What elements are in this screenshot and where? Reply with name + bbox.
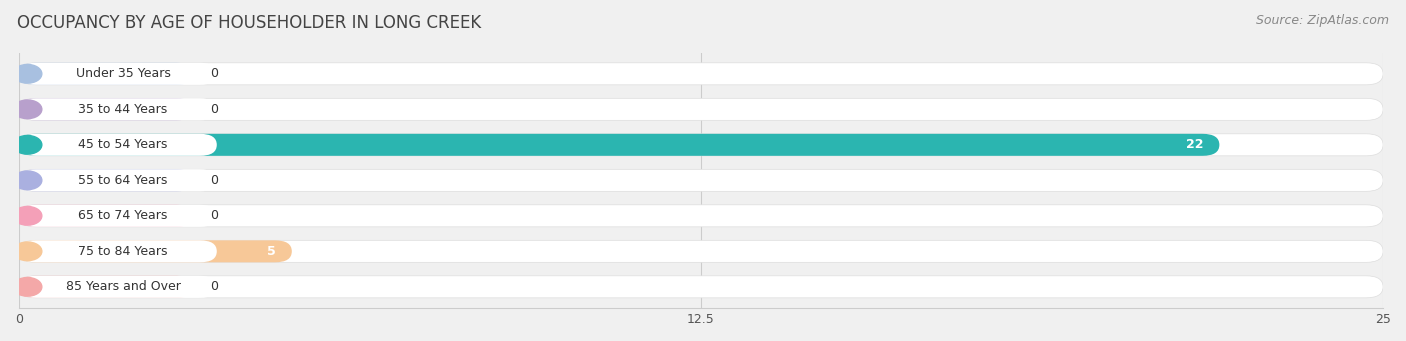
- FancyBboxPatch shape: [20, 63, 194, 85]
- FancyBboxPatch shape: [20, 276, 1384, 298]
- Circle shape: [13, 135, 42, 154]
- FancyBboxPatch shape: [20, 169, 194, 191]
- Circle shape: [13, 100, 42, 119]
- Circle shape: [13, 206, 42, 225]
- FancyBboxPatch shape: [20, 276, 217, 298]
- FancyBboxPatch shape: [20, 63, 217, 85]
- Text: Source: ZipAtlas.com: Source: ZipAtlas.com: [1256, 14, 1389, 27]
- Circle shape: [13, 242, 42, 261]
- Text: 22: 22: [1185, 138, 1204, 151]
- FancyBboxPatch shape: [20, 98, 194, 120]
- Text: Under 35 Years: Under 35 Years: [76, 67, 170, 80]
- Text: 5: 5: [267, 245, 276, 258]
- FancyBboxPatch shape: [20, 240, 292, 262]
- Text: 0: 0: [209, 209, 218, 222]
- Text: 0: 0: [209, 280, 218, 293]
- Text: 0: 0: [209, 67, 218, 80]
- FancyBboxPatch shape: [20, 98, 217, 120]
- Text: 65 to 74 Years: 65 to 74 Years: [79, 209, 167, 222]
- Text: 0: 0: [209, 103, 218, 116]
- Text: 35 to 44 Years: 35 to 44 Years: [79, 103, 167, 116]
- Text: 0: 0: [209, 174, 218, 187]
- FancyBboxPatch shape: [20, 169, 217, 191]
- FancyBboxPatch shape: [20, 240, 1384, 262]
- FancyBboxPatch shape: [20, 240, 217, 262]
- FancyBboxPatch shape: [20, 276, 194, 298]
- FancyBboxPatch shape: [20, 134, 1219, 156]
- FancyBboxPatch shape: [20, 98, 1384, 120]
- FancyBboxPatch shape: [20, 205, 1384, 227]
- Circle shape: [13, 64, 42, 83]
- FancyBboxPatch shape: [20, 134, 217, 156]
- Text: 75 to 84 Years: 75 to 84 Years: [79, 245, 167, 258]
- Text: 45 to 54 Years: 45 to 54 Years: [79, 138, 167, 151]
- FancyBboxPatch shape: [20, 63, 1384, 85]
- FancyBboxPatch shape: [20, 169, 1384, 191]
- FancyBboxPatch shape: [20, 205, 194, 227]
- Text: OCCUPANCY BY AGE OF HOUSEHOLDER IN LONG CREEK: OCCUPANCY BY AGE OF HOUSEHOLDER IN LONG …: [17, 14, 481, 32]
- Text: 55 to 64 Years: 55 to 64 Years: [79, 174, 167, 187]
- FancyBboxPatch shape: [20, 205, 217, 227]
- Circle shape: [13, 278, 42, 296]
- FancyBboxPatch shape: [20, 134, 1384, 156]
- Circle shape: [13, 171, 42, 190]
- Text: 85 Years and Over: 85 Years and Over: [66, 280, 180, 293]
